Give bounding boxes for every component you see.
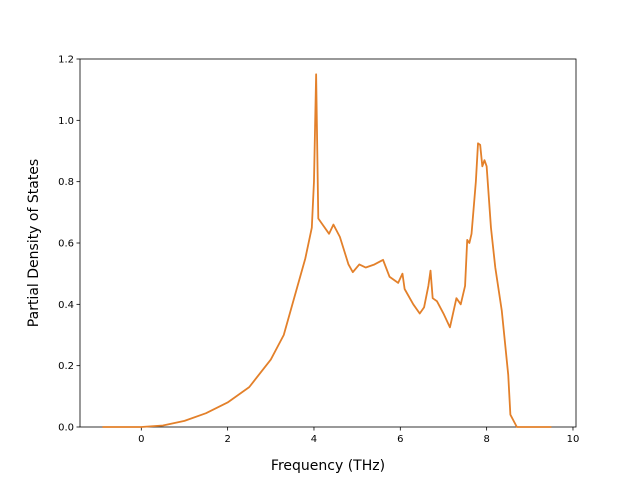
y-tick-label: 0.0 — [58, 423, 74, 434]
x-axis-label: Frequency (THz) — [271, 458, 385, 474]
y-tick-label: 1.0 — [58, 116, 74, 127]
y-tick-label: 0.8 — [58, 177, 74, 188]
plot-frame — [79, 58, 577, 428]
y-tick-label: 0.4 — [58, 300, 74, 311]
y-tick-label: 0.2 — [58, 361, 74, 372]
y-tick-label: 1.2 — [58, 55, 74, 66]
x-tick-label: 8 — [483, 434, 489, 445]
x-tick-label: 2 — [224, 434, 230, 445]
y-axis-label: Partial Density of States — [26, 159, 42, 327]
y-tick-label: 0.6 — [58, 239, 74, 250]
x-tick-label: 4 — [311, 434, 317, 445]
x-tick-label: 10 — [567, 434, 580, 445]
data-line — [102, 73, 552, 428]
x-tick-label: 0 — [138, 434, 144, 445]
x-tick-label: 6 — [397, 434, 403, 445]
